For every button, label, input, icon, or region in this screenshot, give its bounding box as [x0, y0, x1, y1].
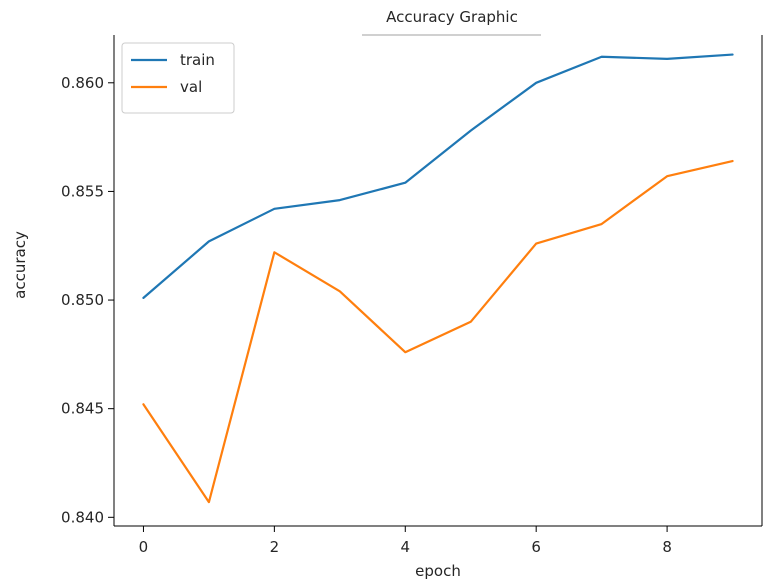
y-tick-label: 0.845 [61, 400, 104, 418]
x-tick-label: 0 [139, 538, 149, 556]
series-line-train [142, 53, 734, 299]
x-tick-label: 6 [531, 538, 541, 556]
x-axis-label: epoch [415, 562, 461, 580]
plot-area: 0 2 4 6 8 0.840 0.845 0.850 0.855 0.860 [61, 35, 763, 556]
x-tick-label: 2 [270, 538, 280, 556]
y-axis-label: accuracy [11, 231, 29, 299]
x-tick-label: 8 [662, 538, 672, 556]
y-tick-label: 0.840 [61, 508, 104, 526]
legend-label-val: val [180, 78, 202, 96]
x-tick-label: 4 [400, 538, 410, 556]
y-tick-label: 0.855 [61, 182, 104, 200]
y-tick-label: 0.850 [61, 291, 104, 309]
y-tick-label: 0.860 [61, 74, 104, 92]
legend-label-train: train [180, 51, 215, 69]
legend: train val [121, 42, 235, 114]
series-line-val [142, 159, 734, 504]
legend-box [121, 42, 235, 114]
chart-title: Accuracy Graphic [386, 8, 518, 26]
